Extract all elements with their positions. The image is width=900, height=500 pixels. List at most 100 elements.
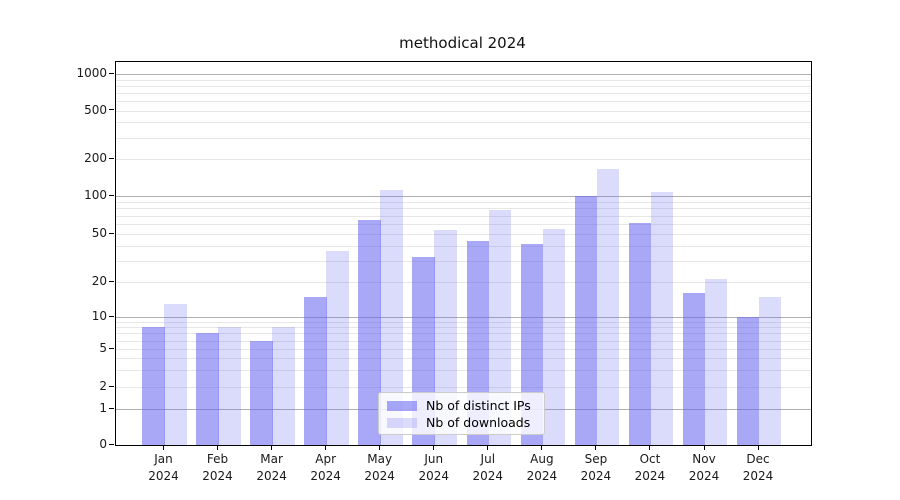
x-tick-label-nov: Nov 2024 [688,452,720,483]
x-tick [541,445,543,450]
legend-label-distinct-ips: Nb of distinct IPs [426,398,531,413]
x-tick [649,445,651,450]
bar-downloads-aug [542,228,566,445]
gridline-minor [116,370,811,372]
legend: Nb of distinct IPs Nb of downloads [378,392,545,435]
y-tick [109,385,114,387]
bar-downloads-feb [218,327,241,445]
gridline-minor [116,79,811,81]
bar-downloads-jul [488,209,512,445]
gridline-minor [116,387,811,388]
x-tick [703,445,705,450]
x-tick [757,445,759,450]
legend-item-downloads: Nb of downloads [387,414,536,431]
bar-downloads-dec [758,296,782,445]
legend-swatch-distinct-ips [387,400,417,411]
bar-distinct-ips-sep [574,196,598,445]
bar-distinct-ips-jan [142,327,165,445]
x-tick [271,445,273,450]
y-tick [109,157,114,159]
x-tick [595,445,597,450]
bar-downloads-apr [326,251,349,445]
bar-distinct-ips-apr [304,296,327,445]
y-tick [109,232,114,234]
x-tick-label-jan: Jan 2024 [148,452,179,483]
x-tick [379,445,381,450]
legend-swatch-downloads [387,417,417,428]
gridline-minor [116,358,811,360]
bar-downloads-mar [272,327,295,445]
bar-downloads-oct [650,191,674,445]
gridline-minor [116,100,811,102]
bar-downloads-jan [164,303,187,445]
y-tick [109,72,114,74]
x-tick-label-jul: Jul 2024 [472,452,504,483]
x-tick [487,445,489,450]
y-tick [109,443,114,445]
gridline-minor [116,215,811,217]
gridline-minor [116,110,811,112]
y-tick [109,347,114,349]
y-tick [109,280,114,282]
gridline-minor [116,85,811,87]
bar-distinct-ips-mar [250,340,273,445]
plot-area [115,61,812,446]
bar-distinct-ips-oct [628,223,652,445]
bar-downloads-jun [434,229,458,445]
x-tick-label-jun: Jun 2024 [418,452,450,483]
y-tick-label: 50 [91,226,107,240]
gridline-minor [116,282,811,283]
gridline-minor [116,92,811,94]
gridline-minor [116,327,811,329]
y-tick-label: 20 [91,274,107,288]
y-tick [109,194,114,196]
y-tick-label: 100 [84,188,107,202]
gridline-minor [116,122,811,124]
y-tick-label: 1000 [76,66,107,80]
gridline-minor [116,234,811,235]
gridline-minor [116,201,811,203]
x-tick-label-oct: Oct 2024 [634,452,666,483]
gridline-major [116,74,811,75]
gridline-minor [116,224,811,225]
x-tick-label-mar: Mar 2024 [256,452,287,483]
y-tick [109,407,114,409]
gridline-minor [116,321,811,323]
x-tick-label-apr: Apr 2024 [310,452,341,483]
y-tick-label: 0 [99,437,107,451]
gridline-minor [116,245,811,247]
y-tick [109,315,114,317]
x-tick-label-feb: Feb 2024 [202,452,233,483]
gridline-minor [116,159,811,160]
bar-distinct-ips-nov [682,293,706,445]
bar-downloads-may [380,189,403,445]
y-tick-label: 2 [99,379,107,393]
legend-item-distinct-ips: Nb of distinct IPs [387,397,536,414]
gridline-minor [116,340,811,342]
y-tick [109,109,114,110]
gridline-major [116,196,811,197]
bar-distinct-ips-dec [736,317,760,445]
x-tick-label-aug: Aug 2024 [526,452,558,483]
bar-downloads-nov [704,279,728,445]
y-tick-label: 10 [91,309,107,323]
gridline-minor [116,349,811,350]
x-tick-label-dec: Dec 2024 [742,452,774,483]
bar-distinct-ips-feb [196,333,219,445]
legend-label-downloads: Nb of downloads [426,415,531,430]
x-tick-label-sep: Sep 2024 [580,452,612,483]
y-tick-label: 5 [99,341,107,355]
gridline-major [116,317,811,318]
x-tick [217,445,219,450]
gridline-minor [116,208,811,210]
y-tick-label: 200 [84,151,107,165]
gridline-minor [116,137,811,139]
bar-downloads-sep [596,169,620,445]
y-tick-label: 1 [99,401,107,415]
x-tick [163,445,164,450]
y-tick-label: 500 [84,102,107,117]
gridline-minor [116,333,811,335]
x-tick [433,445,435,450]
gridline-minor [116,260,811,262]
